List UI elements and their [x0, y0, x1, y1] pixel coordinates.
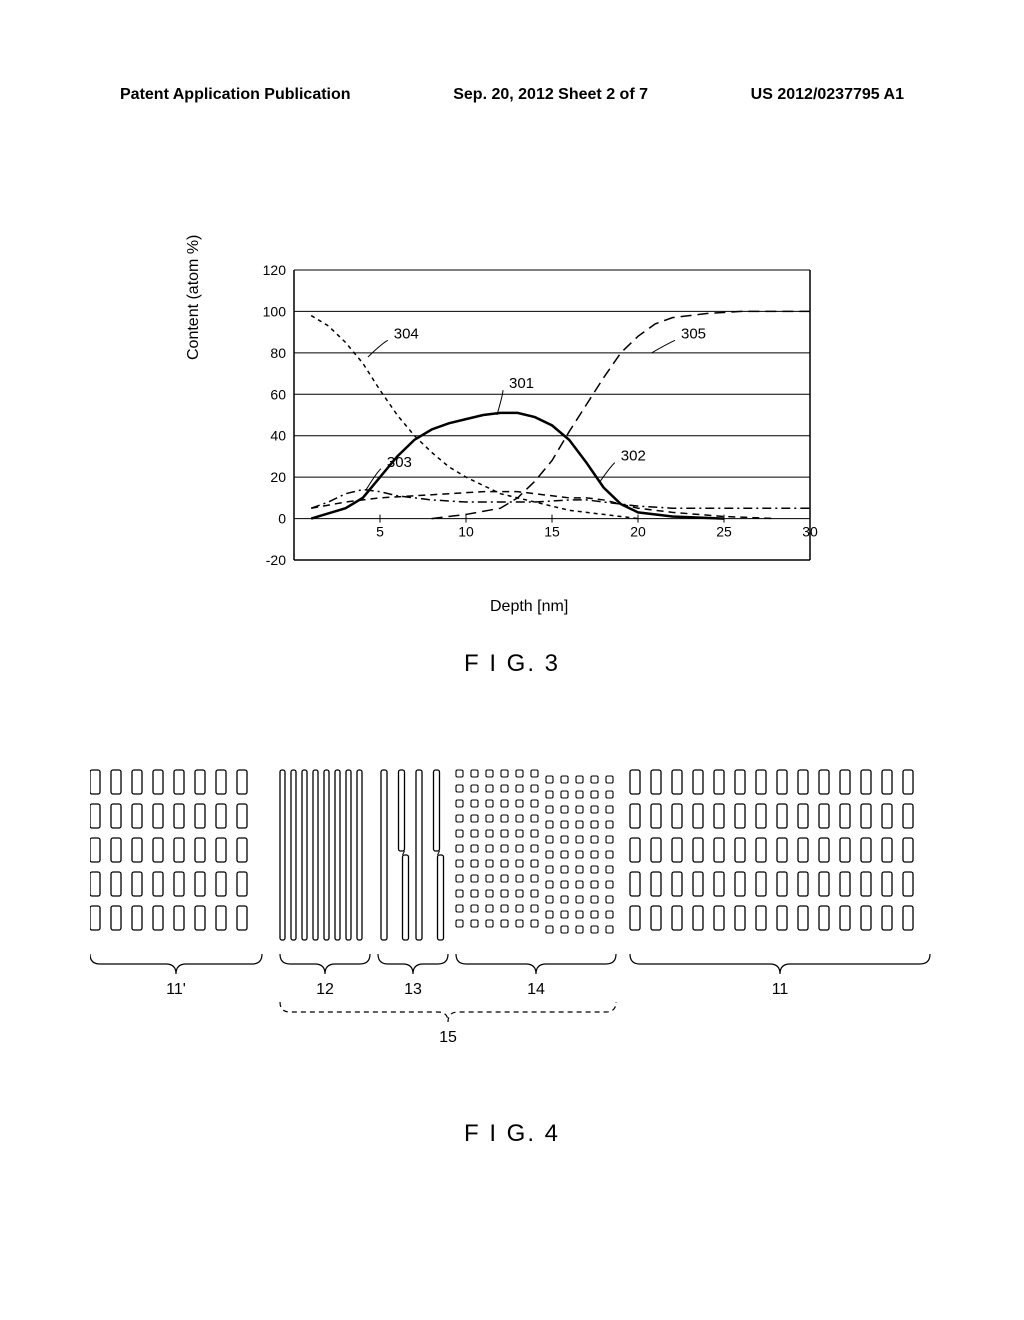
svg-text:12: 12: [316, 981, 334, 998]
svg-text:10: 10: [458, 524, 474, 540]
svg-text:25: 25: [716, 524, 732, 540]
svg-text:100: 100: [263, 303, 287, 319]
fig4-svg: 11' 12 13 14 11 15: [90, 760, 940, 1100]
fig4-diagram: 11' 12 13 14 11 15: [90, 760, 940, 1100]
fig3-chart: -200204060801001205101520253030130230330…: [240, 260, 820, 610]
header-right: US 2012/0237795 A1: [751, 86, 904, 104]
svg-text:14: 14: [527, 981, 545, 998]
svg-text:304: 304: [394, 325, 419, 342]
svg-text:11: 11: [772, 981, 789, 998]
chart-ylabel: Content (atom %): [185, 235, 203, 360]
svg-text:303: 303: [387, 454, 412, 471]
header-center: Sep. 20, 2012 Sheet 2 of 7: [453, 86, 648, 104]
svg-text:11': 11': [166, 981, 186, 998]
svg-text:0: 0: [278, 511, 286, 527]
svg-text:120: 120: [263, 262, 287, 278]
svg-text:60: 60: [270, 386, 286, 402]
svg-text:5: 5: [376, 524, 384, 540]
svg-text:305: 305: [681, 325, 706, 342]
fig4-caption: F I G. 4: [0, 1120, 1024, 1148]
svg-text:20: 20: [270, 469, 286, 485]
svg-text:302: 302: [621, 448, 646, 465]
svg-text:20: 20: [630, 524, 646, 540]
svg-text:301: 301: [509, 375, 534, 392]
svg-text:15: 15: [439, 1029, 457, 1046]
fig3-svg: -200204060801001205101520253030130230330…: [240, 260, 820, 610]
svg-text:80: 80: [270, 345, 286, 361]
svg-text:-20: -20: [266, 552, 286, 568]
chart-xlabel: Depth [nm]: [490, 598, 568, 616]
page-header: Patent Application Publication Sep. 20, …: [0, 86, 1024, 104]
svg-text:40: 40: [270, 428, 286, 444]
header-left: Patent Application Publication: [120, 86, 351, 104]
svg-text:15: 15: [544, 524, 560, 540]
svg-text:13: 13: [404, 981, 422, 998]
fig3-caption: F I G. 3: [0, 650, 1024, 678]
